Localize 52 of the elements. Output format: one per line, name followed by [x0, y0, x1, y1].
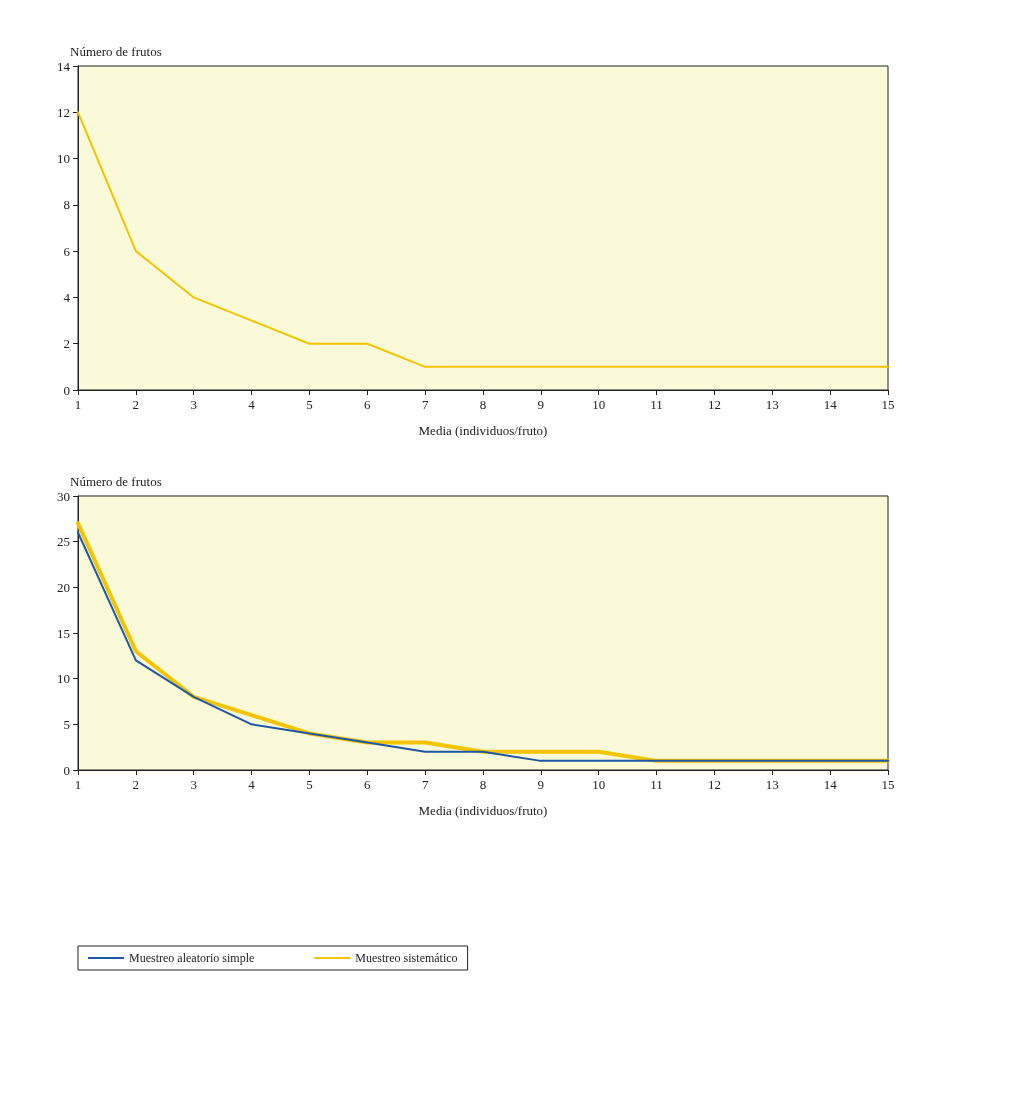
y-tick-label: 6: [63, 243, 71, 259]
legend-label: Muestreo aleatorio simple: [129, 951, 255, 965]
y-tick-label: 2: [63, 336, 70, 352]
x-axis-title: Media (individuos/fruto): [418, 423, 548, 438]
x-tick-label: 13: [765, 777, 779, 792]
y-tick-label: 0: [63, 762, 70, 778]
y-tick-label: 25: [57, 534, 70, 550]
legend-label: Muestreo sistemático: [355, 951, 458, 965]
x-tick-label: 5: [306, 397, 313, 412]
x-tick-label: 14: [823, 397, 838, 412]
x-tick-label: 11: [650, 777, 663, 792]
x-tick-label: 15: [881, 397, 895, 412]
y-tick-label: 20: [57, 579, 70, 595]
x-tick-label: 4: [248, 777, 256, 792]
x-tick-label: 9: [537, 777, 545, 792]
x-tick-label: 3: [190, 777, 197, 792]
x-tick-label: 10: [592, 777, 606, 792]
x-tick-label: 7: [421, 777, 429, 792]
x-tick-label: 14: [823, 777, 838, 792]
x-tick-label: 7: [421, 397, 429, 412]
x-tick-label: 8: [479, 777, 487, 792]
x-tick-label: 12: [707, 397, 721, 412]
x-tick-label: 2: [132, 397, 140, 412]
y-tick-label: 10: [57, 151, 70, 167]
x-tick-label: 2: [132, 777, 140, 792]
x-axis-title: Media (individuos/fruto): [418, 803, 548, 818]
x-tick-label: 6: [364, 397, 372, 412]
x-tick-label: 8: [479, 397, 487, 412]
x-tick-label: 13: [765, 397, 779, 412]
x-tick-label: 9: [537, 397, 545, 412]
y-tick-label: 0: [63, 382, 70, 398]
y-tick-label: 12: [57, 104, 70, 120]
y-axis-title: Número de frutos: [70, 474, 162, 489]
x-tick-label: 1: [74, 397, 82, 412]
y-axis-title: Número de frutos: [70, 44, 162, 59]
y-tick-label: 30: [57, 488, 70, 504]
line-series: [77, 111, 889, 368]
y-tick-label: 5: [63, 716, 70, 732]
y-tick-label: 4: [63, 289, 71, 305]
x-tick-label: 5: [306, 777, 313, 792]
x-tick-label: 15: [881, 777, 895, 792]
y-tick-label: 10: [57, 671, 70, 687]
x-tick-label: 3: [190, 397, 197, 412]
x-tick-label: 1: [74, 777, 82, 792]
x-tick-label: 4: [248, 397, 256, 412]
x-tick-label: 10: [592, 397, 606, 412]
y-tick-label: 15: [57, 625, 70, 641]
x-tick-label: 6: [364, 777, 372, 792]
y-tick-label: 14: [57, 58, 71, 74]
y-tick-label: 8: [63, 197, 70, 213]
x-tick-label: 11: [650, 397, 663, 412]
x-tick-label: 12: [707, 777, 721, 792]
